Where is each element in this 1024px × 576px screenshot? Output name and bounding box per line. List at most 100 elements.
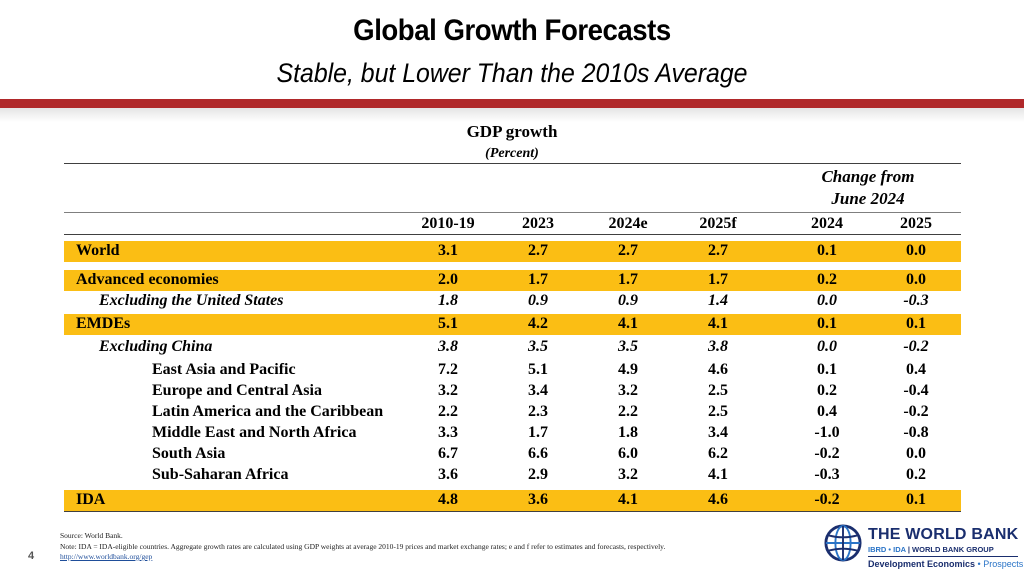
col-header: 2024 <box>811 215 843 232</box>
cell: 1.8 <box>438 292 458 309</box>
globe-icon <box>824 524 862 562</box>
cell: -0.2 <box>814 445 840 462</box>
cell: 3.5 <box>618 338 638 355</box>
cell: 2.2 <box>438 403 458 420</box>
table-row: Advanced economies 2.0 1.7 1.7 1.7 0.2 0… <box>64 270 961 291</box>
cell: 0.1 <box>817 242 837 259</box>
table-unit: (Percent) <box>485 146 539 161</box>
cell: -0.4 <box>903 382 929 399</box>
col-header: 2025 <box>900 215 932 232</box>
row-label: Sub-Saharan Africa <box>152 466 289 483</box>
change-from-header: Change from June 2024 <box>808 166 928 210</box>
row-label: Excluding China <box>99 338 213 355</box>
cell: 3.1 <box>438 242 458 259</box>
table-rule-header <box>64 212 961 213</box>
methodology-note: Note: IDA = IDA-eligible countries. Aggr… <box>60 541 666 551</box>
cell: 3.8 <box>438 338 458 355</box>
table-row: EMDEs 5.1 4.2 4.1 4.1 0.1 0.1 <box>64 314 961 335</box>
slide-title: Global Growth Forecasts <box>353 14 671 47</box>
cell: 6.2 <box>708 445 728 462</box>
table-row: East Asia and Pacific 7.2 5.1 4.9 4.6 0.… <box>64 360 961 381</box>
row-label: Europe and Central Asia <box>152 382 322 399</box>
cell: 1.4 <box>708 292 728 309</box>
cell: -0.2 <box>814 491 840 508</box>
slide-subtitle: Stable, but Lower Than the 2010s Average <box>276 58 748 88</box>
row-label: World <box>76 242 120 259</box>
cell: 1.7 <box>618 271 638 288</box>
cell: 0.4 <box>817 403 837 420</box>
cell: 3.5 <box>528 338 548 355</box>
col-header: 2024e <box>608 215 648 232</box>
cell: 0.0 <box>906 271 926 288</box>
cell: 0.9 <box>528 292 548 309</box>
logo-sep: | <box>907 545 913 554</box>
cell: -0.2 <box>903 403 929 420</box>
cell: -1.0 <box>814 424 840 441</box>
table-rule-body <box>64 234 961 235</box>
table-row: IDA 4.8 3.6 4.1 4.6 -0.2 0.1 <box>64 490 961 511</box>
cell: 0.0 <box>817 292 837 309</box>
cell: 2.5 <box>708 382 728 399</box>
cell: 4.9 <box>618 361 638 378</box>
cell: 2.0 <box>438 271 458 288</box>
row-label: Latin America and the Caribbean <box>152 403 384 420</box>
table-header-row: 2010-19 2023 2024e 2025f 2024 2025 <box>64 214 961 235</box>
row-label: IDA <box>76 491 106 508</box>
table-row: South Asia 6.7 6.6 6.0 6.2 -0.2 0.0 <box>64 444 961 465</box>
logo-ibrd: IBRD • IDA <box>868 545 906 554</box>
row-label: Middle East and North Africa <box>152 424 357 441</box>
cell: 0.2 <box>906 466 926 483</box>
col-header: 2023 <box>522 215 554 232</box>
footnotes: Source: World Bank. Note: IDA = IDA-elig… <box>60 531 820 563</box>
cell: 0.0 <box>906 445 926 462</box>
col-header: 2025f <box>699 215 737 232</box>
cell: 1.7 <box>528 271 548 288</box>
cell: 6.7 <box>438 445 458 462</box>
cell: 0.1 <box>817 315 837 332</box>
cell: -0.3 <box>903 292 929 309</box>
cell: 2.7 <box>528 242 548 259</box>
logo-dev: Development Economics • Prospects <box>868 559 1023 569</box>
change-header-line1: Change from <box>821 167 915 186</box>
row-label: Advanced economies <box>76 271 219 288</box>
cell: 2.7 <box>708 242 728 259</box>
cell: 3.4 <box>528 382 548 399</box>
table-row: Excluding the United States 1.8 0.9 0.9 … <box>64 291 961 312</box>
cell: 2.9 <box>528 466 548 483</box>
cell: 0.2 <box>817 271 837 288</box>
cell: -0.2 <box>903 338 929 355</box>
cell: 2.2 <box>618 403 638 420</box>
cell: 4.6 <box>708 361 728 378</box>
world-bank-logo: THE WORLD BANK IBRD • IDA | WORLD BANK G… <box>824 522 1023 572</box>
title-divider-bar <box>0 99 1024 108</box>
row-label: East Asia and Pacific <box>152 361 296 378</box>
cell: 0.9 <box>618 292 638 309</box>
cell: 0.4 <box>906 361 926 378</box>
table-title: GDP growth <box>466 122 558 141</box>
gep-link[interactable]: http://www.worldbank.org/gep <box>60 552 153 561</box>
cell: 3.8 <box>708 338 728 355</box>
table-rule-bottom <box>64 511 961 512</box>
cell: 0.0 <box>817 338 837 355</box>
cell: 3.6 <box>438 466 458 483</box>
logo-divider <box>868 556 1018 557</box>
cell: 3.6 <box>528 491 548 508</box>
cell: 4.1 <box>708 315 728 332</box>
cell: 0.0 <box>906 242 926 259</box>
col-header: 2010-19 <box>421 215 475 232</box>
logo-dev-econ: Development Economics <box>868 559 976 569</box>
cell: -0.3 <box>814 466 840 483</box>
cell: -0.8 <box>903 424 929 441</box>
cell: 5.1 <box>528 361 548 378</box>
cell: 4.6 <box>708 491 728 508</box>
table-rule-top <box>64 163 961 164</box>
table-row: Middle East and North Africa 3.3 1.7 1.8… <box>64 423 961 444</box>
table-row: Sub-Saharan Africa 3.6 2.9 3.2 4.1 -0.3 … <box>64 465 961 486</box>
cell: 2.3 <box>528 403 548 420</box>
cell: 3.4 <box>708 424 728 441</box>
cell: 0.1 <box>817 361 837 378</box>
table-row: Latin America and the Caribbean 2.2 2.3 … <box>64 402 961 423</box>
row-label: EMDEs <box>76 315 131 332</box>
cell: 3.2 <box>618 466 638 483</box>
cell: 3.2 <box>438 382 458 399</box>
